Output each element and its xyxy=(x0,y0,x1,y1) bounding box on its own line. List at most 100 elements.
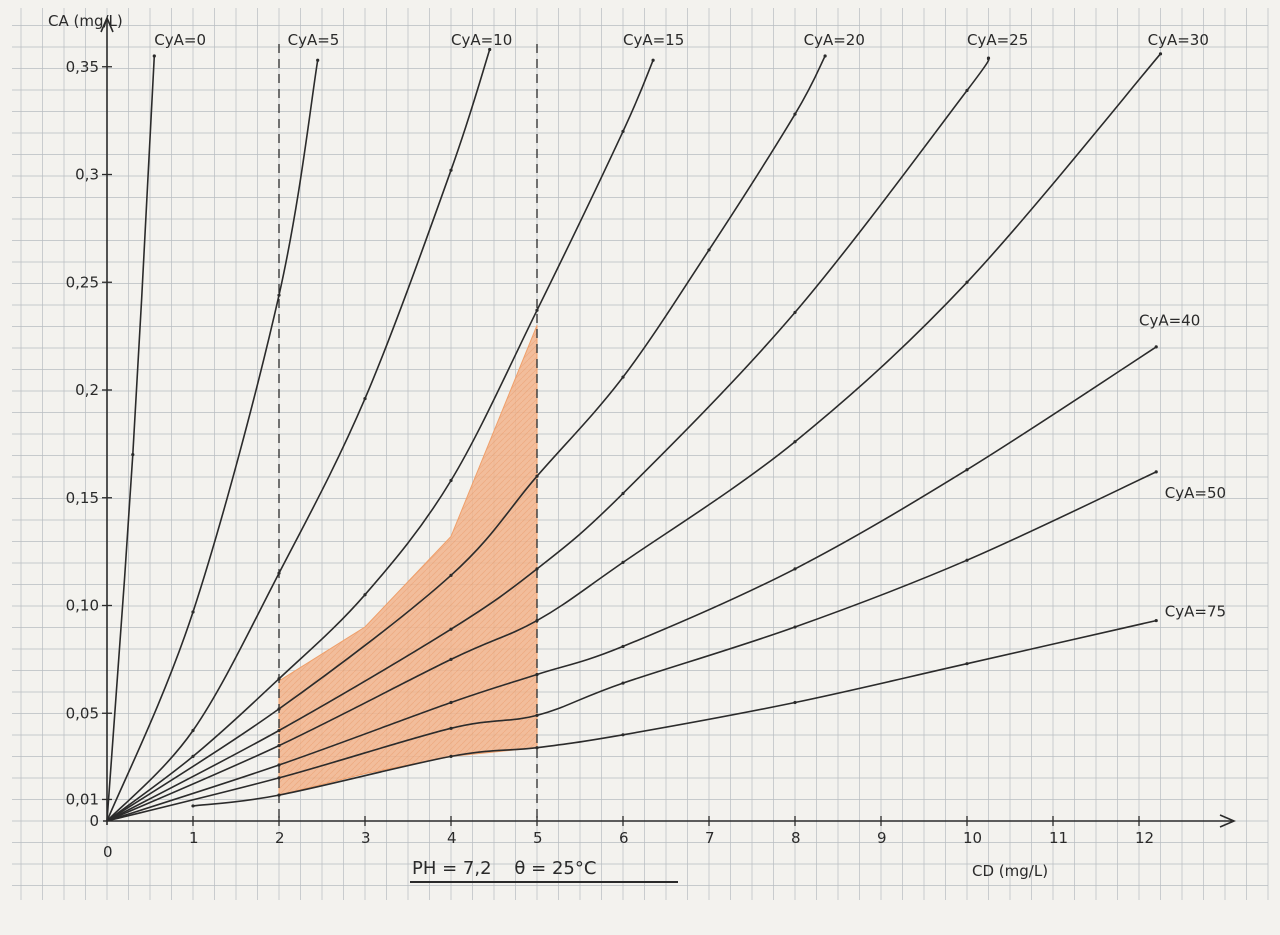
footer-label: PH = 7,2 θ = 25°C xyxy=(412,858,596,879)
data-point-cya-75 xyxy=(965,662,969,666)
data-point-cya-20 xyxy=(621,375,625,379)
data-point-cya-75 xyxy=(621,733,625,737)
series-label-cya-25: CyA=25 xyxy=(967,31,1028,49)
series-label-cya-50: CyA=50 xyxy=(1165,484,1226,502)
data-point-cya-0 xyxy=(152,54,156,58)
x-tick-label: 4 xyxy=(447,829,457,847)
series-line-cya-30 xyxy=(106,53,1162,822)
data-point-cya-40 xyxy=(793,567,797,571)
series-label-cya-30: CyA=30 xyxy=(1148,31,1209,49)
data-point-cya-75 xyxy=(277,793,281,797)
y-axis-title: CA (mg/L) xyxy=(48,12,123,30)
data-point-cya-20 xyxy=(535,474,539,478)
data-point-cya-30 xyxy=(449,657,453,661)
data-point-cya-20 xyxy=(823,54,827,58)
series-line-cya-40 xyxy=(106,346,1157,822)
data-point-cya-50 xyxy=(793,625,797,629)
data-point-cya-10 xyxy=(363,397,367,401)
x-tick-label: 2 xyxy=(275,829,285,847)
axes: 01 2 3 4 5 6 7 8 9 10 11 1200,010,050,100,150,20,25… xyxy=(66,15,1237,861)
data-point-cya-50 xyxy=(277,776,281,780)
labels-layer: CyA=0 CyA=5 CyA=10 CyA=15 CyA=20 CyA=25 CyA=30… xyxy=(154,31,1226,620)
series-label-cya-15: CyA=15 xyxy=(623,31,684,49)
x-tick-label: 8 xyxy=(791,829,801,847)
series-line-cya-50 xyxy=(106,471,1157,822)
data-point-cya-0 xyxy=(131,453,135,457)
data-point-cya-40 xyxy=(535,672,539,677)
y-tick-label: 0,01 xyxy=(66,790,99,808)
y-axis-arrow xyxy=(100,15,114,33)
data-point-cya-10 xyxy=(488,47,492,52)
x-tick-label: 12 xyxy=(1135,829,1154,847)
data-point-cya-10 xyxy=(277,571,281,575)
data-point-cya-75 xyxy=(793,700,797,705)
data-point-cya-20 xyxy=(449,573,453,577)
data-point-cya-25 xyxy=(621,491,625,496)
data-point-cya-25 xyxy=(793,310,797,315)
data-point-cya-25 xyxy=(965,88,969,93)
x-tick-label: 11 xyxy=(1049,829,1068,847)
data-point-cya-75 xyxy=(191,804,195,808)
x-tick-label: 6 xyxy=(619,829,629,847)
series-line-cya-0 xyxy=(106,55,156,822)
data-point-cya-25 xyxy=(986,56,991,60)
series-label-cya-5: CyA=5 xyxy=(288,31,340,49)
x-axis-title: CD (mg/L) xyxy=(972,862,1048,880)
x-axis-arrow xyxy=(1219,814,1237,828)
series-line-cya-5 xyxy=(106,60,319,822)
data-point-cya-25 xyxy=(535,567,539,571)
data-point-cya-15 xyxy=(277,677,281,681)
series-label-cya-40: CyA=40 xyxy=(1139,311,1200,329)
data-point-cya-15 xyxy=(535,308,539,312)
grid xyxy=(12,8,1269,900)
y-tick-label: 0,05 xyxy=(66,704,99,722)
data-point-cya-15 xyxy=(191,754,195,758)
data-point-cya-20 xyxy=(793,112,797,116)
x-tick-label: 0 xyxy=(103,843,113,861)
data-point-cya-15 xyxy=(363,593,367,597)
series-line-cya-15 xyxy=(106,59,654,822)
data-point-cya-25 xyxy=(449,627,453,631)
data-point-cya-75 xyxy=(1154,618,1158,623)
data-point-cya-30 xyxy=(965,280,969,284)
data-point-cya-15 xyxy=(449,478,453,483)
x-tick-label: 5 xyxy=(533,829,543,847)
data-point-cya-15 xyxy=(621,129,625,133)
y-tick-label: 0,35 xyxy=(66,58,99,76)
series-label-cya-75: CyA=75 xyxy=(1165,602,1226,620)
x-tick-label: 3 xyxy=(361,829,371,847)
data-point-cya-30 xyxy=(793,440,797,444)
data-point-cya-30 xyxy=(621,560,625,565)
series-label-cya-10: CyA=10 xyxy=(451,31,512,49)
data-point-cya-40 xyxy=(449,700,453,705)
data-point-cya-15 xyxy=(651,58,655,62)
data-point-cya-20 xyxy=(707,248,711,252)
reference-lines xyxy=(278,44,538,821)
x-tick-label: 10 xyxy=(963,829,982,847)
series-line-cya-25 xyxy=(106,57,990,822)
y-tick-label: 0,15 xyxy=(66,489,99,507)
data-point-cya-50 xyxy=(965,558,969,562)
data-point-cya-25 xyxy=(277,728,281,733)
data-point-cya-50 xyxy=(1154,470,1158,474)
data-point-cya-75 xyxy=(535,746,539,750)
data-point-cya-40 xyxy=(277,763,281,767)
series-label-cya-20: CyA=20 xyxy=(804,31,865,49)
data-point-cya-75 xyxy=(449,754,453,758)
series-label-cya-0: CyA=0 xyxy=(154,31,206,49)
data-point-cya-5 xyxy=(277,293,281,297)
data-point-cya-30 xyxy=(277,743,281,748)
data-point-cya-50 xyxy=(621,681,625,685)
data-point-cya-5 xyxy=(191,610,195,614)
data-point-cya-50 xyxy=(535,713,539,718)
data-point-cya-20 xyxy=(277,707,281,711)
data-point-cya-40 xyxy=(1154,345,1158,349)
y-tick-label: 0,2 xyxy=(75,381,99,399)
x-tick-label: 9 xyxy=(877,829,887,847)
data-point-cya-10 xyxy=(449,168,453,172)
x-tick-label: 1 xyxy=(189,829,199,847)
series-layer xyxy=(106,47,1163,822)
x-tick-label: 7 xyxy=(705,829,715,847)
